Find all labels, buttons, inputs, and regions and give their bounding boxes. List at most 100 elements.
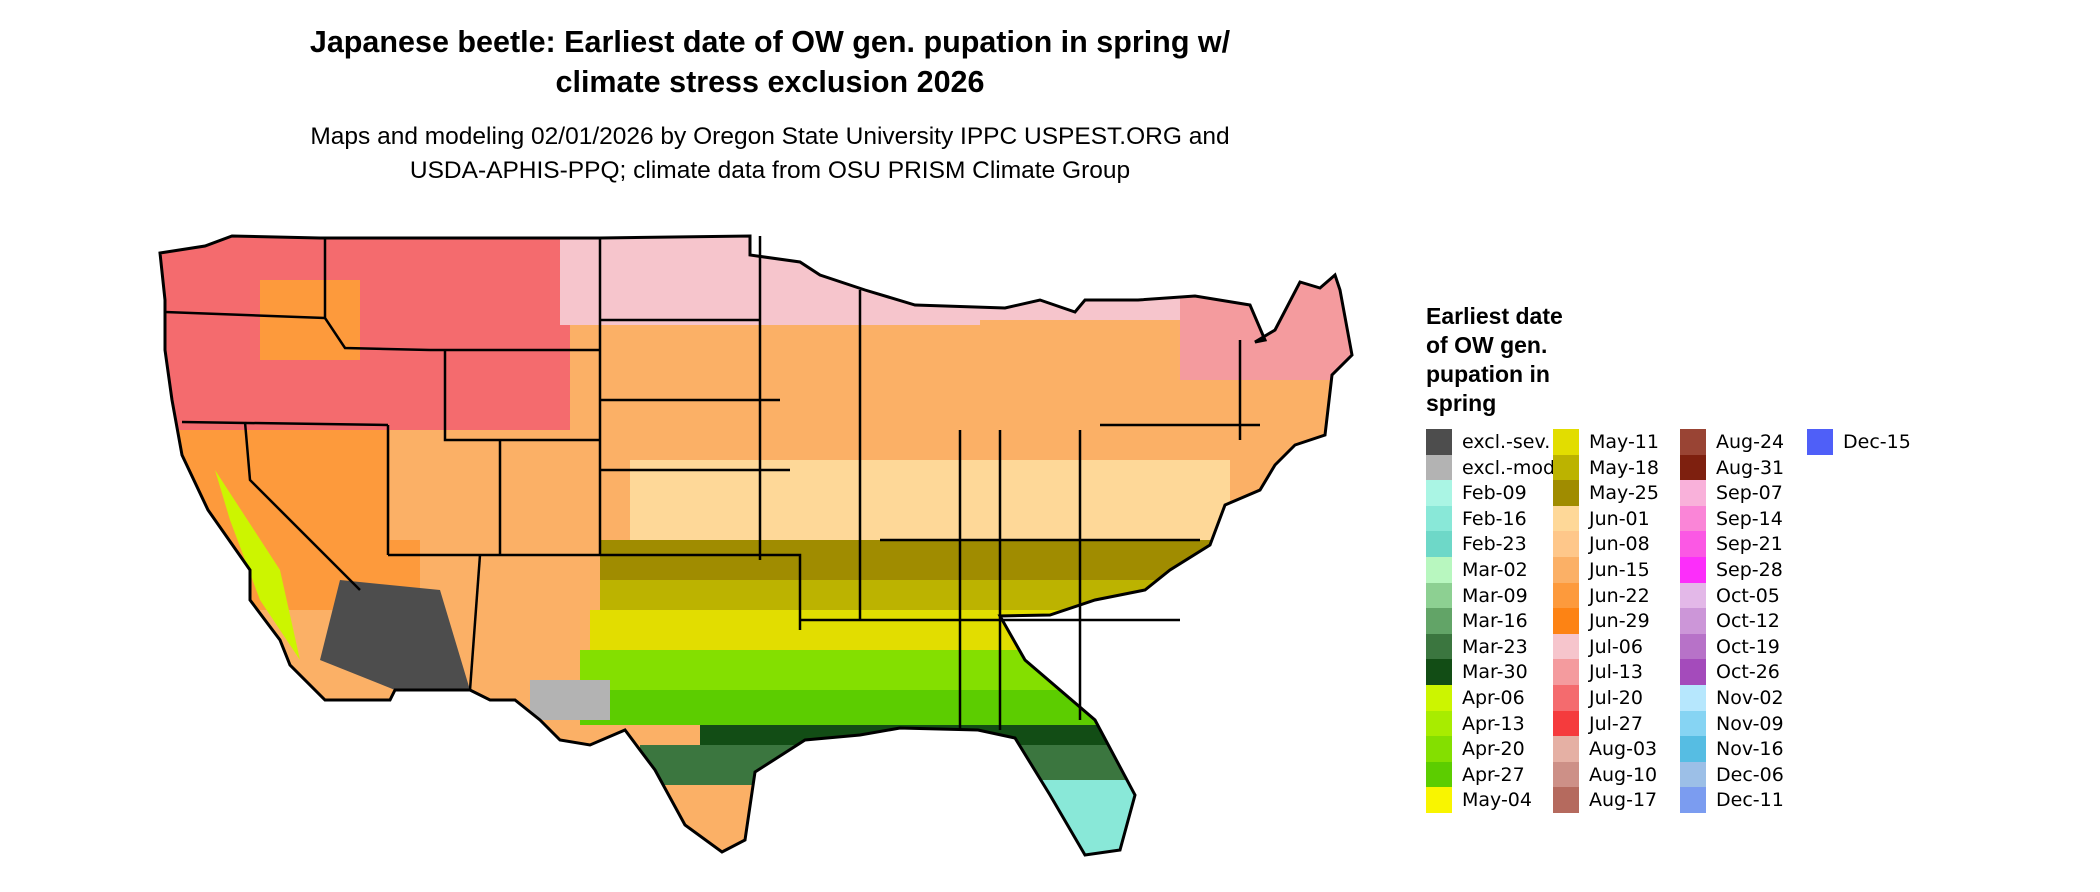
- legend-item: Aug-03: [1553, 736, 1658, 763]
- legend-item: Nov-16: [1680, 736, 1784, 763]
- zone-upper-south: [600, 540, 1220, 580]
- legend-label: Feb-09: [1462, 482, 1527, 505]
- legend-item: excl.-mod.: [1426, 454, 1561, 481]
- legend-items: excl.-sev. excl.-mod. Feb-09 Feb-16 Feb-23 Ma…: [1426, 429, 2026, 849]
- legend-item: Sep-21: [1680, 531, 1783, 558]
- legend-label: excl.-sev.: [1462, 431, 1551, 453]
- legend-swatch: [1680, 659, 1706, 686]
- border-ca-nv: [243, 421, 361, 591]
- legend-item: Feb-09: [1426, 480, 1527, 507]
- legend-swatch: [1426, 582, 1452, 609]
- legend-item: Apr-13: [1426, 710, 1525, 737]
- legend-swatch: [1680, 736, 1706, 763]
- legend-label: Oct-19: [1716, 635, 1780, 658]
- legend-swatch: [1553, 531, 1579, 558]
- legend-swatch: [1553, 659, 1579, 686]
- legend-label: Aug-17: [1589, 789, 1658, 812]
- border-wy-co: [443, 350, 600, 442]
- legend: Earliest date of OW gen. pupation in spr…: [1426, 302, 2026, 849]
- legend-item: Mar-16: [1426, 608, 1528, 635]
- legend-swatch: [1426, 633, 1452, 660]
- map-subtitle: Maps and modeling 02/01/2026 by Oregon S…: [310, 123, 1230, 184]
- legend-swatch: [1680, 787, 1706, 814]
- legend-swatch: [1553, 429, 1579, 455]
- legend-label: Aug-24: [1716, 431, 1785, 453]
- legend-item: Nov-02: [1680, 685, 1784, 711]
- border-az-nm: [468, 554, 482, 691]
- title-block: Japanese beetle: Earliest date of OW gen…: [150, 22, 1390, 188]
- legend-item: May-11: [1553, 429, 1659, 455]
- legend-item: Jul-27: [1553, 710, 1643, 737]
- legend-label: May-11: [1589, 431, 1659, 453]
- legend-item: excl.-sev.: [1426, 429, 1550, 455]
- legend-label: Nov-09: [1716, 712, 1784, 735]
- legend-item: Aug-24: [1680, 429, 1784, 455]
- legend-swatch: [1680, 531, 1706, 558]
- legend-swatch: [1680, 685, 1706, 711]
- legend-swatch: [1680, 429, 1706, 455]
- legend-label: Jul-20: [1589, 687, 1643, 709]
- legend-label: Apr-20: [1462, 738, 1525, 761]
- legend-swatch: [1426, 480, 1452, 507]
- legend-item: Nov-09: [1680, 710, 1784, 737]
- legend-swatch: [1426, 787, 1452, 814]
- legend-swatch: [1426, 685, 1452, 711]
- legend-item: Apr-06: [1426, 685, 1525, 711]
- legend-label: Jul-06: [1589, 635, 1643, 658]
- legend-label: May-18: [1589, 456, 1659, 479]
- zone-great-basin: [170, 430, 390, 550]
- zone-california-valley: [215, 470, 300, 660]
- legend-item: Jun-15: [1553, 557, 1650, 583]
- zone-deep-south: [580, 690, 1100, 725]
- legend-swatch: [1553, 710, 1579, 737]
- zone-south: [590, 610, 1230, 650]
- legend-label: Aug-03: [1589, 738, 1658, 761]
- legend-item: Feb-16: [1426, 505, 1527, 532]
- legend-swatch: [1680, 710, 1706, 737]
- legend-label: Mar-30: [1462, 661, 1528, 684]
- legend-swatch: [1680, 761, 1706, 788]
- legend-item: Sep-28: [1680, 557, 1783, 583]
- legend-item: Aug-10: [1553, 761, 1657, 788]
- legend-swatch: [1553, 608, 1579, 635]
- legend-label: Dec-15: [1843, 431, 1911, 453]
- legend-label: Mar-23: [1462, 635, 1528, 658]
- legend-item: May-18: [1553, 454, 1659, 481]
- map-title: Japanese beetle: Earliest date of OW gen…: [309, 25, 1231, 99]
- legend-item: Aug-17: [1553, 787, 1658, 814]
- legend-label: Sep-07: [1716, 482, 1783, 505]
- legend-item: Jun-01: [1553, 505, 1650, 532]
- legend-swatch: [1680, 582, 1706, 609]
- legend-label: Jun-15: [1589, 559, 1650, 581]
- legend-item: Sep-14: [1680, 505, 1783, 532]
- map-fill: [160, 236, 1352, 855]
- border-wa-or: [164, 310, 326, 320]
- legend-label: Dec-06: [1716, 763, 1784, 786]
- legend-label: Nov-16: [1716, 738, 1784, 761]
- legend-swatch: [1553, 787, 1579, 814]
- legend-item: Dec-15: [1807, 429, 1911, 455]
- legend-label: Sep-21: [1716, 533, 1783, 556]
- legend-swatch: [1553, 736, 1579, 763]
- legend-swatch: [1426, 454, 1452, 481]
- legend-item: Jul-06: [1553, 633, 1643, 660]
- legend-label: Jun-08: [1589, 533, 1650, 556]
- legend-swatch: [1426, 659, 1452, 686]
- legend-item: Jun-08: [1553, 531, 1650, 558]
- legend-swatch: [1680, 633, 1706, 660]
- legend-label: Oct-12: [1716, 610, 1780, 633]
- legend-label: May-04: [1462, 789, 1532, 812]
- legend-swatch: [1426, 505, 1452, 532]
- zone-upper-midwest: [560, 236, 980, 325]
- legend-label: Feb-23: [1462, 533, 1527, 556]
- legend-label: Mar-16: [1462, 610, 1528, 633]
- legend-label: Apr-27: [1462, 763, 1525, 786]
- legend-item: Dec-11: [1680, 787, 1784, 814]
- legend-swatch: [1426, 557, 1452, 583]
- legend-swatch: [1553, 480, 1579, 507]
- legend-label: Oct-05: [1716, 584, 1780, 607]
- legend-label: Aug-31: [1716, 456, 1785, 479]
- legend-label: May-25: [1589, 482, 1659, 505]
- legend-swatch: [1426, 736, 1452, 763]
- border-or-ca: [181, 420, 389, 427]
